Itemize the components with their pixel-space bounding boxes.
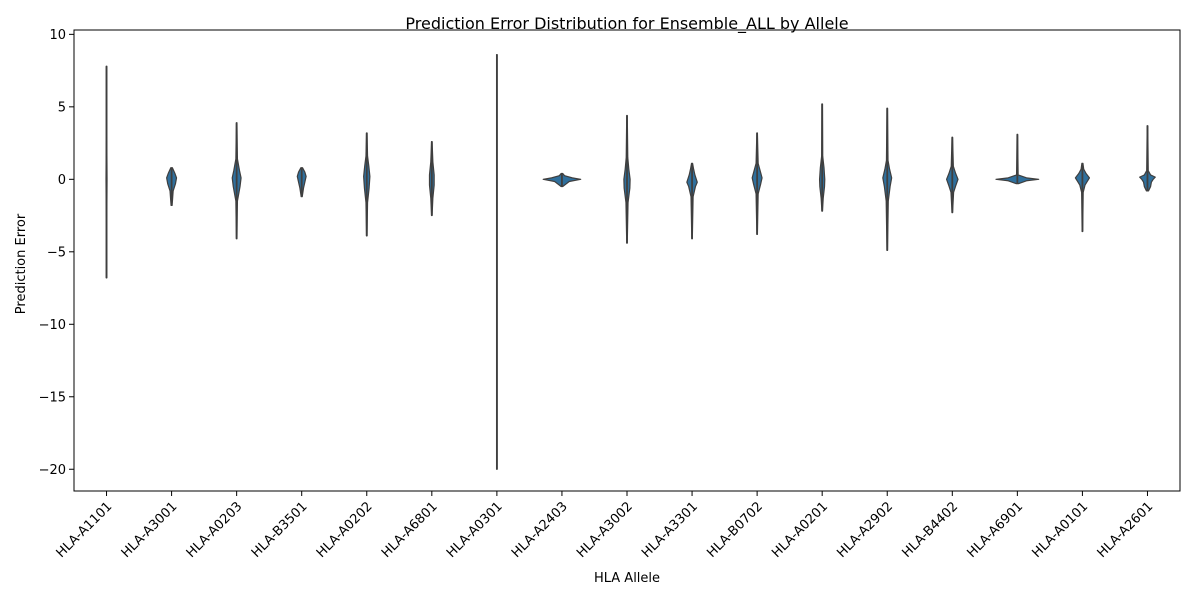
- x-axis-label: HLA Allele: [594, 571, 660, 586]
- y-tick-label: −15: [39, 390, 66, 405]
- y-tick-label: −20: [39, 463, 66, 478]
- y-tick-label: 10: [49, 28, 66, 43]
- x-tick-label: HLA-A3001: [119, 499, 181, 561]
- x-tick-label: HLA-A3002: [574, 499, 636, 561]
- chart-title: Prediction Error Distribution for Ensemb…: [405, 14, 848, 34]
- x-tick-label: HLA-A0201: [769, 499, 831, 561]
- y-tick-label: 5: [58, 100, 66, 115]
- x-tick-label: HLA-A2601: [1095, 499, 1157, 561]
- x-tick-label: HLA-B0702: [704, 499, 766, 561]
- x-tick-label: HLA-A0101: [1030, 499, 1092, 561]
- x-tick-label: HLA-A0202: [314, 499, 376, 561]
- x-tick-label: HLA-A3301: [639, 499, 701, 561]
- x-tick-label: HLA-A0301: [444, 499, 506, 561]
- x-tick-label: HLA-A6901: [964, 499, 1026, 561]
- x-tick-label: HLA-A2403: [509, 499, 571, 561]
- y-axis-label: Prediction Error: [14, 213, 29, 314]
- x-tick-label: HLA-B3501: [249, 499, 311, 561]
- x-tick-label: HLA-A6801: [379, 499, 441, 561]
- x-tick-label: HLA-A1101: [54, 499, 116, 561]
- x-tick-label: HLA-A0203: [184, 499, 246, 561]
- y-tick-label: −10: [39, 318, 66, 333]
- y-tick-label: −5: [47, 245, 66, 260]
- y-tick-label: 0: [58, 173, 66, 188]
- x-tick-label: HLA-A2902: [834, 499, 896, 561]
- plot-frame: [73, 29, 1181, 492]
- x-tick-label: HLA-B4402: [899, 499, 961, 561]
